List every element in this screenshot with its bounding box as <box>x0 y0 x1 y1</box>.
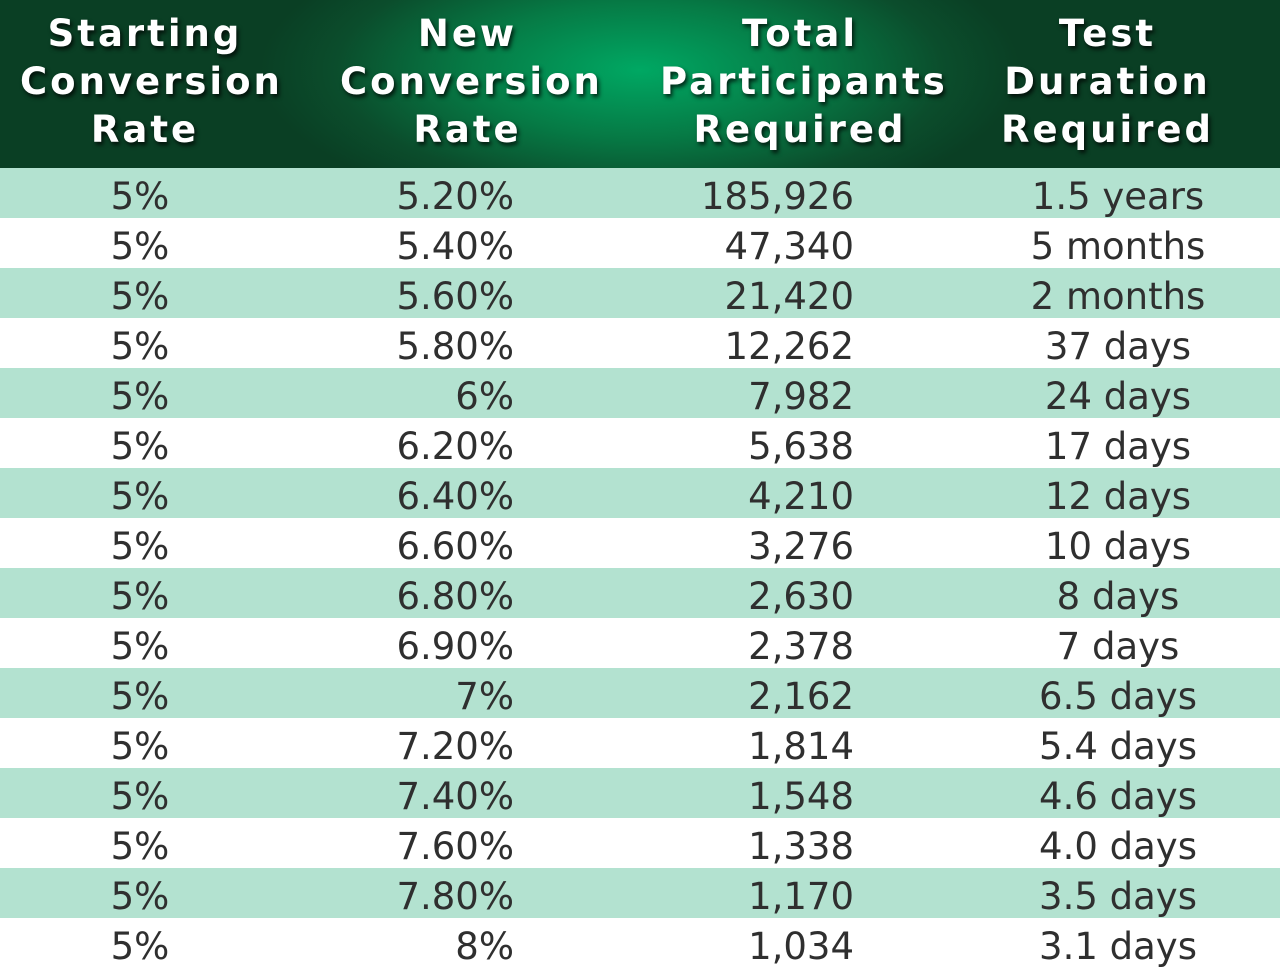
cell-participants: 1,548 <box>748 775 854 818</box>
table-row: 5% 7.40% 1,548 4.6 days <box>0 768 1280 818</box>
cell-duration: 3.1 days <box>1039 925 1197 968</box>
cell-duration: 3.5 days <box>1039 875 1197 918</box>
cell-starting-rate: 5% <box>110 175 170 218</box>
table-row: 5% 8% 1,034 3.1 days <box>0 918 1280 968</box>
cell-duration: 24 days <box>1044 375 1192 418</box>
cell-participants: 2,162 <box>748 675 854 718</box>
table-row: 5% 5.40% 47,340 5 months <box>0 218 1280 268</box>
column-header-starting-conversion-rate: Starting Conversion Rate <box>20 10 283 154</box>
cell-starting-rate: 5% <box>110 725 170 768</box>
table-row: 5% 7.60% 1,338 4.0 days <box>0 818 1280 868</box>
cell-starting-rate: 5% <box>110 875 170 918</box>
column-header-test-duration-required: Test Duration Required <box>995 10 1220 154</box>
cell-participants: 185,926 <box>700 175 854 218</box>
cell-starting-rate: 5% <box>110 225 170 268</box>
cell-participants: 5,638 <box>748 425 854 468</box>
cell-duration: 5 months <box>1030 225 1206 268</box>
column-header-line: Required <box>693 108 907 151</box>
column-header-line: Participants <box>660 60 948 103</box>
cell-participants: 1,170 <box>748 875 854 918</box>
column-header-line: Starting <box>47 12 243 55</box>
column-header-line: Duration <box>1004 60 1211 103</box>
table-row: 5% 6.90% 2,378 7 days <box>0 618 1280 668</box>
cell-duration: 17 days <box>1044 425 1192 468</box>
cell-new-rate: 7% <box>455 675 514 718</box>
cell-new-rate: 7.60% <box>396 825 514 868</box>
column-header-line: Conversion <box>340 60 603 103</box>
cell-new-rate: 7.40% <box>396 775 514 818</box>
column-header-total-participants-required: Total Participants Required <box>660 10 948 154</box>
cell-duration: 4.6 days <box>1039 775 1197 818</box>
cell-participants: 1,814 <box>748 725 854 768</box>
column-header-line: Required <box>1001 108 1214 151</box>
cell-starting-rate: 5% <box>110 775 170 818</box>
table-body: 5% 5.20% 185,926 1.5 years 5% 5.40% 47,340 5 mo… <box>0 168 1280 970</box>
cell-duration: 12 days <box>1044 475 1192 518</box>
cell-starting-rate: 5% <box>110 625 170 668</box>
cell-participants: 2,630 <box>748 575 854 618</box>
cell-new-rate: 6% <box>455 375 514 418</box>
cell-duration: 1.5 years <box>1031 175 1205 218</box>
cell-duration: 6.5 days <box>1039 675 1197 718</box>
column-header-line: Total <box>741 12 859 55</box>
cell-new-rate: 5.60% <box>396 275 514 318</box>
cell-duration: 37 days <box>1044 325 1192 368</box>
cell-starting-rate: 5% <box>110 525 170 568</box>
table-row: 5% 5.20% 185,926 1.5 years <box>0 168 1280 218</box>
cell-new-rate: 7.20% <box>396 725 514 768</box>
cell-new-rate: 5.20% <box>396 175 514 218</box>
cell-participants: 12,262 <box>724 325 854 368</box>
cell-starting-rate: 5% <box>110 925 170 968</box>
cell-starting-rate: 5% <box>110 475 170 518</box>
cell-starting-rate: 5% <box>110 825 170 868</box>
cell-starting-rate: 5% <box>110 675 170 718</box>
cell-starting-rate: 5% <box>110 375 170 418</box>
cell-new-rate: 5.80% <box>396 325 514 368</box>
column-header-new-conversion-rate: New Conversion Rate <box>340 10 603 154</box>
cell-duration: 10 days <box>1044 525 1192 568</box>
cell-participants: 2,378 <box>748 625 854 668</box>
cell-participants: 4,210 <box>748 475 854 518</box>
cell-new-rate: 6.40% <box>396 475 514 518</box>
cell-new-rate: 6.90% <box>396 625 514 668</box>
cell-new-rate: 6.60% <box>396 525 514 568</box>
table-row: 5% 7% 2,162 6.5 days <box>0 668 1280 718</box>
cell-duration: 5.4 days <box>1039 725 1197 768</box>
table-row: 5% 7.20% 1,814 5.4 days <box>0 718 1280 768</box>
cell-duration: 8 days <box>1056 575 1180 618</box>
cell-participants: 47,340 <box>724 225 854 268</box>
column-header-line: Rate <box>413 108 522 151</box>
cell-participants: 1,034 <box>748 925 854 968</box>
table-row: 5% 6.60% 3,276 10 days <box>0 518 1280 568</box>
cell-participants: 1,338 <box>748 825 854 868</box>
cell-starting-rate: 5% <box>110 275 170 318</box>
table-row: 5% 6.80% 2,630 8 days <box>0 568 1280 618</box>
cell-duration: 2 months <box>1030 275 1206 318</box>
cell-new-rate: 5.40% <box>396 225 514 268</box>
cell-duration: 7 days <box>1056 625 1180 668</box>
cell-participants: 3,276 <box>748 525 854 568</box>
table-row: 5% 6% 7,982 24 days <box>0 368 1280 418</box>
table-row: 5% 7.80% 1,170 3.5 days <box>0 868 1280 918</box>
cell-starting-rate: 5% <box>110 425 170 468</box>
cell-new-rate: 6.20% <box>396 425 514 468</box>
cell-participants: 7,982 <box>748 375 854 418</box>
column-header-line: Conversion <box>20 60 283 103</box>
table-row: 5% 5.80% 12,262 37 days <box>0 318 1280 368</box>
column-header-line: Rate <box>90 108 200 151</box>
table-row: 5% 6.20% 5,638 17 days <box>0 418 1280 468</box>
cell-starting-rate: 5% <box>110 575 170 618</box>
table-row: 5% 6.40% 4,210 12 days <box>0 468 1280 518</box>
column-header-line: Test <box>1058 12 1157 55</box>
cell-new-rate: 7.80% <box>396 875 514 918</box>
column-header-line: New <box>417 12 518 55</box>
table-row: 5% 5.60% 21,420 2 months <box>0 268 1280 318</box>
cell-new-rate: 8% <box>455 925 514 968</box>
cell-starting-rate: 5% <box>110 325 170 368</box>
cell-participants: 21,420 <box>724 275 854 318</box>
cell-duration: 4.0 days <box>1039 825 1197 868</box>
cell-new-rate: 6.80% <box>396 575 514 618</box>
table-header: Starting Conversion Rate New Conversion … <box>0 0 1280 168</box>
